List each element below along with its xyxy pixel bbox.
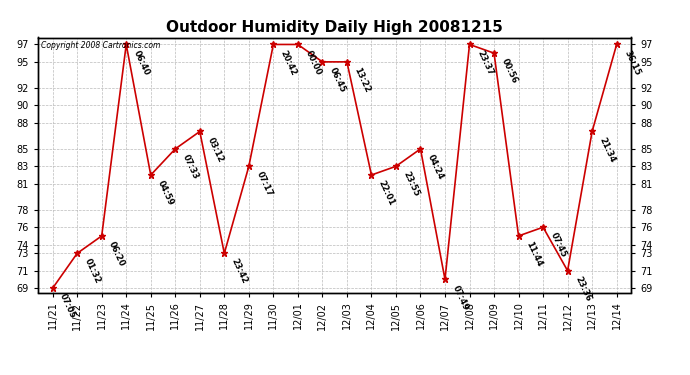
Text: 21:34: 21:34 <box>598 136 617 164</box>
Text: 36:15: 36:15 <box>622 49 642 76</box>
Text: 11:44: 11:44 <box>524 240 544 268</box>
Text: 23:55: 23:55 <box>402 171 421 198</box>
Text: Copyright 2008 Cartronics.com: Copyright 2008 Cartronics.com <box>41 41 160 50</box>
Text: 07:17: 07:17 <box>255 171 274 198</box>
Text: 07:49: 07:49 <box>451 284 470 311</box>
Text: 04:59: 04:59 <box>157 179 176 207</box>
Text: 20:42: 20:42 <box>279 49 298 76</box>
Text: 22:01: 22:01 <box>377 179 397 207</box>
Text: 13:22: 13:22 <box>353 66 372 94</box>
Text: 07:33: 07:33 <box>181 153 200 181</box>
Text: 01:32: 01:32 <box>83 258 102 285</box>
Text: 04:24: 04:24 <box>426 153 446 181</box>
Text: 07:45: 07:45 <box>549 231 568 260</box>
Text: 06:20: 06:20 <box>107 240 127 268</box>
Text: 00:56: 00:56 <box>500 57 519 85</box>
Text: 23:42: 23:42 <box>230 258 249 285</box>
Text: 03:12: 03:12 <box>206 136 225 164</box>
Text: 23:36: 23:36 <box>573 275 593 303</box>
Text: 23:37: 23:37 <box>475 49 495 76</box>
Text: 00:00: 00:00 <box>304 49 323 76</box>
Text: 06:45: 06:45 <box>328 66 347 94</box>
Text: 06:40: 06:40 <box>132 49 151 76</box>
Text: 07:05: 07:05 <box>58 292 77 320</box>
Title: Outdoor Humidity Daily High 20081215: Outdoor Humidity Daily High 20081215 <box>166 20 503 35</box>
